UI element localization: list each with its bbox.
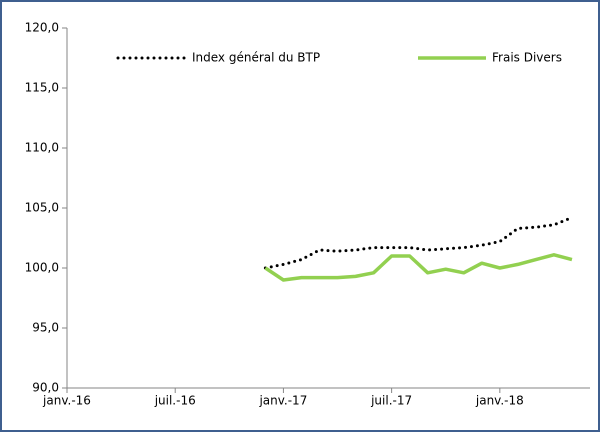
series-line [263, 216, 574, 270]
y-tick-label: 120,0 [25, 21, 59, 35]
series-line [264, 253, 573, 282]
x-tick-label: janv.-18 [475, 394, 524, 408]
y-tick-label: 105,0 [25, 201, 59, 215]
y-tick-label: 95,0 [32, 321, 59, 335]
legend-label: Frais Divers [492, 51, 562, 65]
y-tick-label: 115,0 [25, 81, 59, 95]
x-tick-label: juil.-17 [370, 394, 412, 408]
y-tick-label: 100,0 [25, 261, 59, 275]
legend-label: Index général du BTP [192, 51, 320, 65]
x-tick-label: juil.-16 [154, 394, 196, 408]
x-tick-label: janv.-17 [258, 394, 307, 408]
x-tick-label: janv.-16 [42, 394, 91, 408]
y-tick-label: 110,0 [25, 141, 59, 155]
y-tick-label: 90,0 [32, 381, 59, 395]
